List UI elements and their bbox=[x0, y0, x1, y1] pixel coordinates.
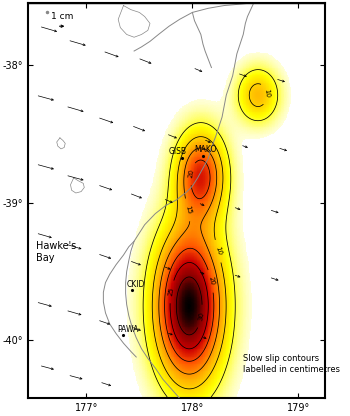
Text: 25: 25 bbox=[167, 287, 175, 297]
Bar bbox=[28, 1, 325, 3]
Text: 20: 20 bbox=[187, 169, 195, 178]
Text: 15: 15 bbox=[184, 205, 192, 215]
Text: 10: 10 bbox=[214, 246, 222, 256]
Text: PAWA: PAWA bbox=[117, 325, 139, 334]
Text: CKID: CKID bbox=[127, 280, 145, 290]
Text: Slow slip contours
labelled in centimetres: Slow slip contours labelled in centimetr… bbox=[243, 354, 340, 374]
Text: 20: 20 bbox=[207, 276, 215, 286]
Text: MAKO: MAKO bbox=[194, 145, 216, 154]
Text: Hawke's
Bay: Hawke's Bay bbox=[36, 241, 76, 263]
Text: 1 cm: 1 cm bbox=[51, 12, 73, 21]
Text: 10: 10 bbox=[263, 89, 270, 98]
Text: GISB: GISB bbox=[169, 147, 187, 156]
Text: 30: 30 bbox=[197, 312, 205, 322]
